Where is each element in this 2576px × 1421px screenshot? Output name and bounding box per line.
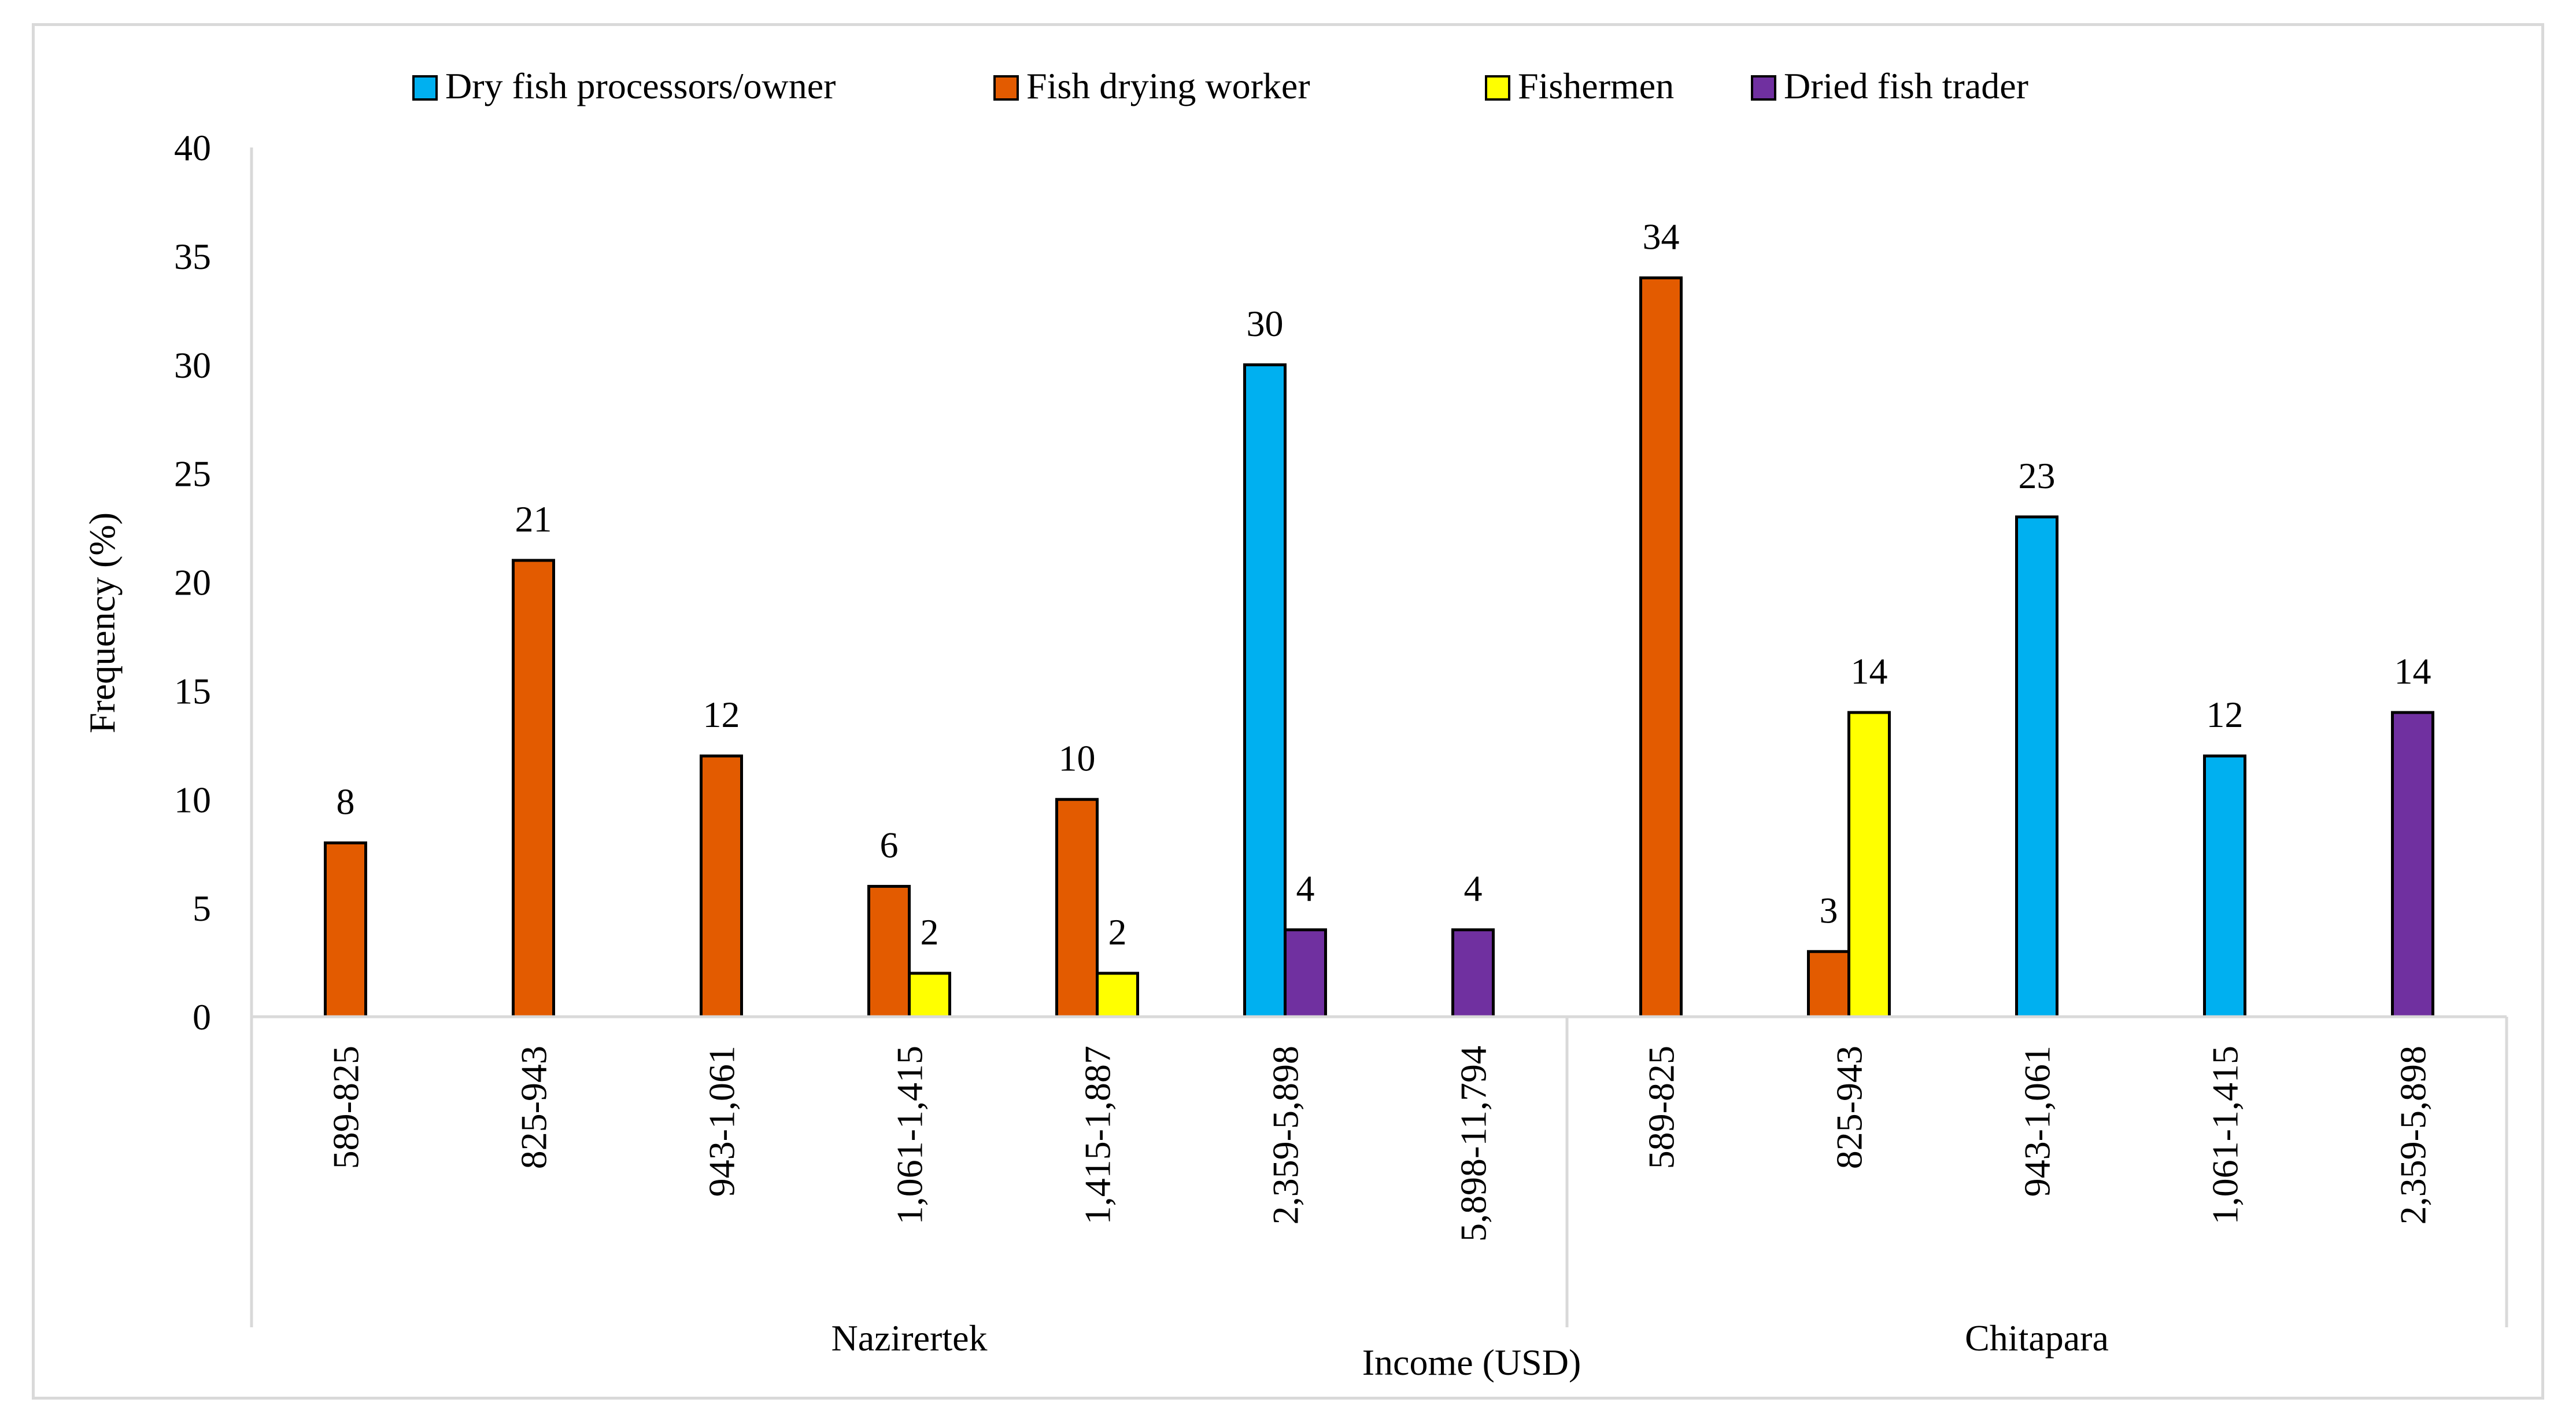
x-tick-label: 589-825 <box>1641 1046 1682 1169</box>
legend-swatch <box>412 75 438 101</box>
x-tick-label: 825-943 <box>1829 1046 1870 1169</box>
x-tick-label: 2,359-5,898 <box>1265 1046 1306 1224</box>
bar <box>700 754 743 1018</box>
x-tick-label: 589-825 <box>326 1046 367 1169</box>
data-label: 4 <box>1296 868 1315 909</box>
x-tick-label: 1,061-1,415 <box>889 1046 930 1224</box>
legend-item: Fishermen <box>1485 65 1674 106</box>
y-tick-label: 35 <box>174 236 211 277</box>
bar <box>324 841 367 1018</box>
x-tick-label: 1,061-1,415 <box>2205 1046 2246 1224</box>
y-tick-label: 40 <box>174 127 211 168</box>
y-tick-label: 10 <box>174 779 211 820</box>
y-tick-label: 25 <box>174 453 211 494</box>
x-axis: Nazirertek Chitapara 589-825 825-943 943-1,0… <box>250 1015 2508 1359</box>
bar <box>1096 972 1139 1018</box>
data-label: 3 <box>1820 889 1838 931</box>
data-label: 30 <box>1247 303 1284 344</box>
y-tick-label: 20 <box>174 562 211 603</box>
data-label: 6 <box>880 825 899 866</box>
legend-swatch <box>1485 75 1510 101</box>
legend-swatch <box>993 75 1019 101</box>
bar <box>1055 798 1099 1018</box>
bar <box>1243 363 1287 1018</box>
legend-label: Dried fish trader <box>1784 65 2028 106</box>
data-label: 4 <box>1464 868 1483 909</box>
data-label: 8 <box>337 781 355 822</box>
bar <box>2015 515 2058 1018</box>
bar <box>1847 711 1891 1018</box>
bar <box>1639 276 1683 1018</box>
y-tick-label: 15 <box>174 670 211 711</box>
x-tick-label: 943-1,061 <box>701 1046 742 1197</box>
bar <box>1807 950 1850 1018</box>
data-label: 23 <box>2019 455 2056 496</box>
bar <box>2203 754 2246 1018</box>
legend-swatch <box>1751 75 1776 101</box>
y-tick-label: 0 <box>193 996 211 1038</box>
x-tick-label: 5,898-11,794 <box>1453 1046 1494 1242</box>
y-tick-label: 30 <box>174 345 211 386</box>
bar <box>1284 928 1327 1018</box>
y-axis-title: Frequency (%) <box>82 512 123 733</box>
x-tick-label: 943-1,061 <box>2017 1046 2058 1197</box>
x-tick-label: 1,415-1,887 <box>1077 1046 1118 1224</box>
x-axis-title: Income (USD) <box>1362 1342 1581 1383</box>
legend-item: Dried fish trader <box>1751 65 2028 106</box>
data-label: 34 <box>1643 216 1680 257</box>
bar <box>908 972 951 1018</box>
legend: Dry fish processors/owner Fish drying wor… <box>412 65 2028 106</box>
bar <box>867 885 911 1018</box>
data-label: 2 <box>1108 911 1127 953</box>
bar-chart: Dry fish processors/owner Fish drying wor… <box>82 65 2508 1383</box>
data-label: 2 <box>921 911 939 953</box>
bars <box>324 276 2434 1018</box>
legend-label: Dry fish processors/owner <box>445 65 836 106</box>
data-label: 21 <box>515 499 552 540</box>
group-label: Chitapara <box>1965 1317 2109 1359</box>
legend-label: Fishermen <box>1518 65 1674 106</box>
data-label: 12 <box>703 694 740 735</box>
data-label: 10 <box>1059 737 1096 778</box>
data-label: 12 <box>2207 694 2244 735</box>
y-axis: 0 5 10 15 20 25 30 35 40 <box>174 127 253 1038</box>
x-tick-label: 2,359-5,898 <box>2393 1046 2434 1224</box>
group-label: Nazirertek <box>831 1317 987 1359</box>
data-label: 14 <box>2394 651 2431 692</box>
data-label: 14 <box>1851 651 1888 692</box>
bar <box>2391 711 2434 1018</box>
legend-label: Fish drying worker <box>1026 65 1310 106</box>
bar <box>512 559 555 1018</box>
x-tick-label: 825-943 <box>513 1046 555 1169</box>
legend-item: Dry fish processors/owner <box>412 65 836 106</box>
data-labels: 8 21 12 6 2 10 2 30 4 4 34 3 14 23 12 14 <box>337 216 2431 952</box>
y-tick-label: 5 <box>193 888 211 929</box>
legend-item: Fish drying worker <box>993 65 1310 106</box>
chart-frame: Dry fish processors/owner Fish drying wor… <box>32 23 2544 1400</box>
bar <box>1451 928 1495 1018</box>
